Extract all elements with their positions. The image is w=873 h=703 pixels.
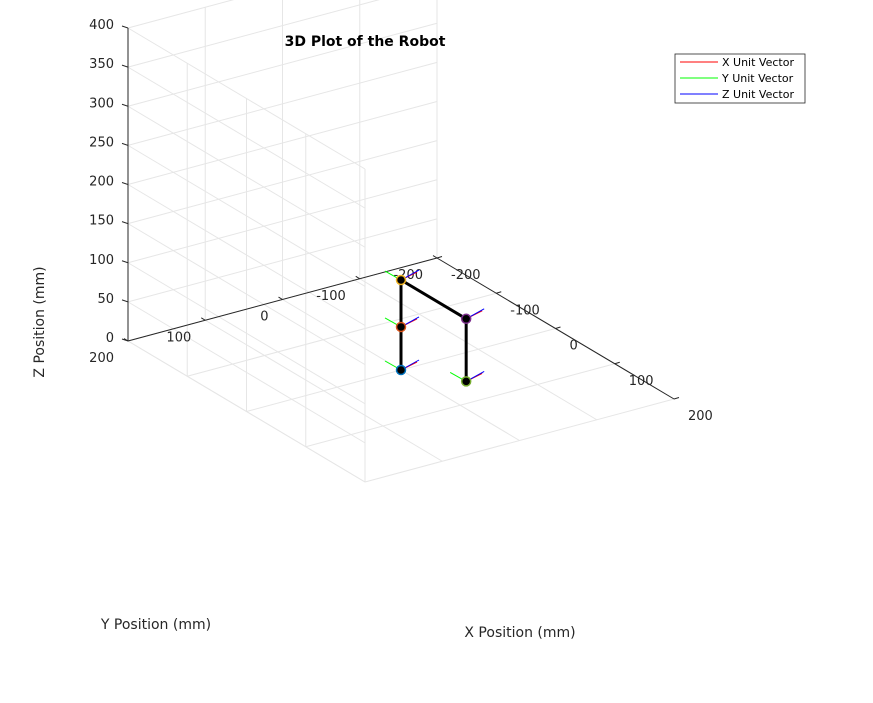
x-tick-label: -100 (510, 303, 540, 318)
x-tick-mark (614, 361, 620, 365)
grid-line (127, 140, 438, 225)
x-tick-label: 0 (570, 339, 578, 354)
z-tick-label: 150 (89, 214, 114, 229)
z-tick-mark (121, 221, 129, 225)
grid-line (127, 22, 438, 107)
x-tick-mark (555, 326, 561, 329)
y-tick-label: 100 (166, 330, 191, 345)
y-tick-label: -100 (316, 289, 346, 304)
robot-joint (460, 376, 472, 387)
ticks-layer: -200-1000100200-200-10001002000501001502… (89, 18, 713, 424)
z-tick-mark (121, 260, 129, 264)
x-tick-mark (496, 291, 502, 294)
grid-line (127, 0, 380, 68)
grid-line (359, 278, 598, 421)
x-tick-label: -200 (451, 268, 481, 283)
grid-line (127, 66, 366, 209)
y-tick-mark (432, 255, 438, 259)
y-tick-label: 0 (260, 310, 268, 325)
z-tick-label: 250 (89, 135, 114, 150)
grid-line (127, 262, 366, 405)
x-tick-mark (673, 397, 680, 400)
z-tick-label: 50 (97, 292, 114, 307)
z-tick-mark (121, 25, 129, 29)
grid-line (127, 27, 366, 170)
legend: X Unit Vector Y Unit Vector Z Unit Vecto… (674, 53, 806, 104)
grid-line (127, 301, 366, 444)
legend-label-x: X Unit Vector (722, 56, 794, 69)
robot-joint (460, 313, 472, 325)
legend-label-z: Z Unit Vector (722, 88, 794, 101)
grid-line (204, 319, 443, 462)
grid-line (127, 0, 235, 29)
robot-joint (395, 364, 407, 376)
z-tick-label: 400 (89, 18, 114, 33)
grid-line (127, 105, 366, 248)
z-tick-label: 200 (89, 175, 114, 190)
z-axis-label: Z Position (mm) (32, 266, 48, 377)
grid-line (127, 179, 438, 264)
y-axis-label: Y Position (mm) (100, 617, 211, 633)
y-tick-mark (200, 317, 206, 321)
z-tick-label: 0 (106, 331, 114, 346)
z-tick-mark (121, 142, 129, 146)
robot-layer (384, 269, 485, 387)
x-tick-mark (436, 256, 443, 259)
robot-link (400, 278, 467, 321)
robot-joint (395, 274, 407, 286)
x-axis-label: X Position (mm) (464, 625, 575, 641)
grid-line (127, 340, 366, 483)
y-tick-label: 200 (89, 351, 114, 366)
grid-line (127, 101, 438, 185)
y-tick-mark (278, 296, 283, 300)
grid-layer (127, 0, 675, 483)
y-tick-mark (355, 275, 361, 280)
grid-line (127, 184, 366, 326)
z-tick-mark (121, 103, 129, 107)
grid-line (127, 61, 438, 146)
legend-label-y: Y Unit Vector (721, 72, 794, 85)
z-tick-label: 350 (89, 57, 114, 72)
z-tick-mark (121, 64, 129, 68)
chart-title: 3D Plot of the Robot (285, 34, 446, 50)
grid-line (127, 218, 438, 303)
x-tick-label: 200 (688, 409, 713, 424)
grid-line (127, 144, 366, 287)
z-tick-mark (121, 182, 129, 185)
z-tick-label: 300 (89, 96, 114, 111)
z-tick-label: 100 (89, 253, 114, 268)
robot-joint (395, 321, 407, 333)
z-tick-mark (121, 338, 129, 342)
x-tick-label: 100 (629, 374, 654, 389)
z-tick-mark (121, 299, 129, 303)
grid-line (127, 223, 366, 366)
